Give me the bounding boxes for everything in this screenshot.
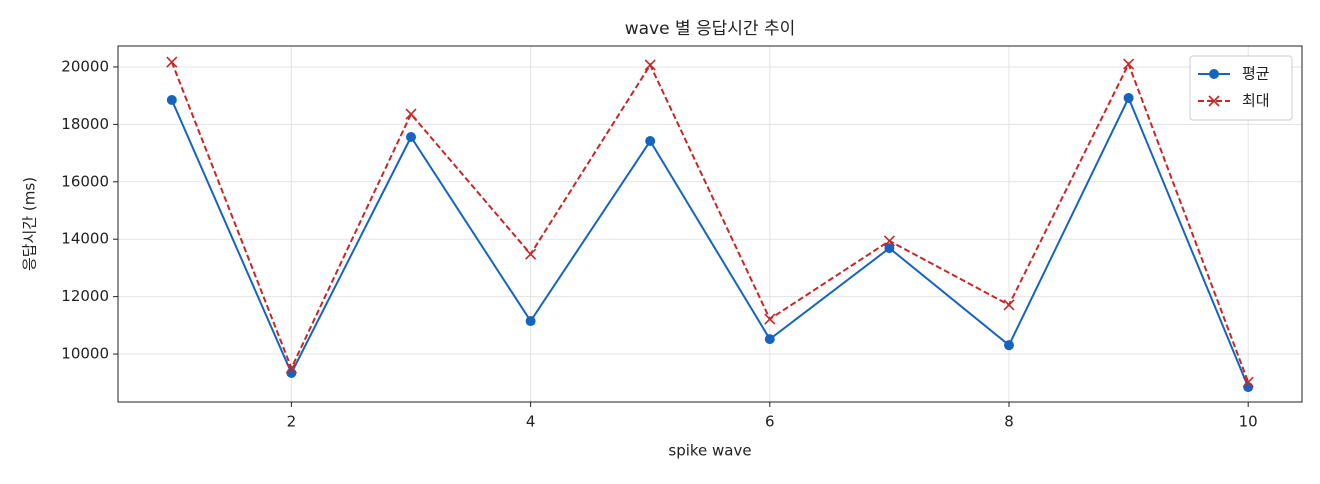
marker [883,235,895,247]
y-tick-label: 14000 [61,230,109,248]
x-tick-label: 6 [765,413,775,431]
marker [1003,299,1015,311]
chart-title: wave 별 응답시간 추이 [625,19,796,39]
legend-marker [1209,69,1219,79]
y-tick-label: 16000 [61,172,109,190]
x-tick-label: 8 [1004,413,1014,431]
marker [1123,58,1135,70]
marker [644,59,656,71]
marker [525,248,537,260]
marker [764,334,775,345]
legend-marker [1208,95,1220,107]
legend-box [1189,55,1293,121]
marker [1243,382,1254,393]
x-tick-label: 10 [1239,413,1258,431]
y-tick-label: 18000 [61,115,109,133]
marker [884,243,895,254]
plot-frame [117,45,1303,403]
legend-label: 최대 [1242,92,1270,110]
series-line [170,95,1250,388]
marker [764,313,776,325]
legend-label: 평균 [1242,65,1270,83]
x-tick-label: 2 [287,413,297,431]
marker [1123,92,1134,103]
marker [406,132,417,143]
marker [166,94,177,105]
marker [1003,340,1014,351]
x-axis-label: spike wave [668,442,751,460]
marker [525,316,536,327]
marker [645,136,656,147]
marker [1242,376,1254,388]
y-tick-label: 10000 [61,345,109,363]
y-tick-label: 12000 [61,287,109,305]
marker [405,108,417,120]
y-axis-label: 응답시간 (ms) [21,177,39,271]
marker [285,362,297,374]
marker [166,56,178,68]
x-tick-label: 4 [526,413,536,431]
y-tick-label: 20000 [61,57,109,75]
series-line [170,61,1250,383]
